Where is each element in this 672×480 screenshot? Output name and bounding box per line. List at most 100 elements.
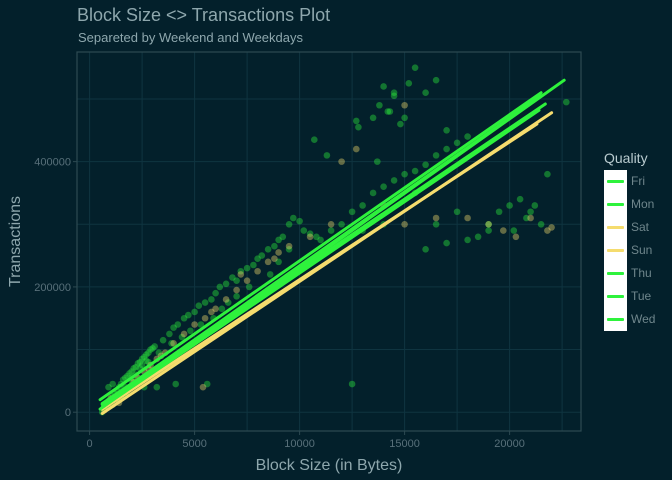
data-point-weekday	[380, 83, 387, 90]
data-point-weekday	[250, 261, 257, 269]
data-point-weekend	[180, 330, 188, 338]
data-point-weekday	[243, 264, 251, 272]
data-point-weekday	[290, 214, 297, 222]
data-point-weekday	[201, 299, 209, 306]
data-point-weekday	[218, 305, 226, 313]
data-point-weekday	[203, 380, 211, 388]
data-point-weekday	[124, 372, 131, 380]
data-point-weekday	[285, 220, 293, 228]
data-point-weekend	[548, 224, 555, 231]
x-tick-label: 10000	[284, 438, 315, 450]
x-tick-label: 20000	[494, 438, 525, 450]
legend-item-wed: Wed	[604, 308, 664, 331]
data-point-weekday	[376, 101, 383, 109]
data-point-weekday	[485, 227, 492, 234]
data-point-weekday	[166, 330, 173, 338]
data-point-weekday	[130, 365, 137, 372]
data-point-weekday	[170, 324, 177, 331]
data-point-weekend	[233, 286, 240, 294]
data-point-weekend	[212, 305, 219, 313]
data-point-weekday	[138, 355, 146, 363]
data-point-weekend	[327, 220, 335, 228]
data-point-weekday	[149, 345, 156, 352]
y-axis-label: Transactions	[7, 196, 24, 287]
legend-label: Mon	[631, 197, 655, 211]
data-point-weekday	[229, 274, 236, 281]
data-point-weekday	[279, 233, 287, 241]
data-point-weekday	[224, 299, 232, 306]
data-point-weekday	[531, 202, 539, 209]
data-point-weekday	[443, 145, 450, 153]
data-point-weekday	[453, 208, 461, 216]
data-point-weekday	[195, 302, 203, 310]
data-point-weekday	[151, 343, 158, 350]
data-point-weekday	[432, 152, 440, 159]
data-point-weekday	[397, 120, 404, 128]
legend-item-fri: Fri	[604, 170, 664, 193]
data-point-weekday	[109, 380, 116, 388]
data-point-weekday	[254, 255, 261, 263]
data-point-weekday	[266, 271, 274, 278]
data-point-weekday	[105, 383, 112, 391]
legend-title: Quality	[604, 150, 648, 166]
legend-key-line	[607, 249, 624, 252]
data-point-weekend	[306, 233, 314, 241]
data-point-weekday	[147, 346, 154, 353]
legend-key-line	[607, 272, 624, 275]
fit-line-mon	[100, 102, 547, 405]
data-point-weekday	[180, 314, 188, 322]
x-tick-label: 0	[87, 438, 93, 450]
data-point-weekday	[216, 283, 224, 291]
data-point-weekend	[191, 321, 198, 328]
data-point-weekday	[432, 220, 440, 228]
data-point-weekend	[512, 233, 520, 241]
data-point-weekday	[132, 363, 140, 371]
data-point-weekday	[390, 92, 398, 100]
data-point-weekend	[264, 258, 272, 266]
data-point-weekday	[338, 220, 345, 228]
data-point-weekday	[233, 277, 240, 284]
data-point-weekend	[527, 214, 534, 222]
data-point-weekday	[485, 220, 492, 228]
data-point-weekday	[245, 283, 253, 291]
data-point-weekend	[201, 314, 209, 322]
fit-lines-layer	[98, 78, 566, 415]
legend-label: Sat	[631, 220, 650, 234]
data-point-weekday	[311, 136, 318, 144]
data-point-weekend	[237, 271, 245, 278]
data-point-weekday	[348, 380, 356, 388]
data-point-weekday	[495, 208, 503, 216]
legend-item-mon: Mon	[604, 193, 664, 216]
data-point-weekday	[411, 64, 419, 71]
data-point-weekend	[199, 383, 207, 391]
data-point-weekday	[537, 220, 545, 228]
data-point-weekend	[285, 242, 293, 250]
data-point-weekday	[140, 353, 148, 361]
data-point-weekday	[143, 351, 150, 358]
data-point-weekday	[275, 236, 282, 244]
data-point-weekday	[155, 349, 163, 356]
data-point-weekday	[233, 293, 240, 300]
data-point-weekday	[443, 127, 450, 134]
data-point-weekday	[510, 227, 518, 234]
y-tick-label: 400000	[34, 157, 71, 169]
data-point-weekday	[143, 357, 150, 365]
data-point-weekday	[390, 89, 398, 97]
data-point-weekday	[422, 89, 429, 97]
data-point-weekday	[386, 108, 394, 115]
y-tick-label: 0	[65, 407, 71, 419]
data-point-weekday	[187, 327, 194, 335]
data-point-weekday	[126, 370, 133, 377]
chart-title: Block Size <> Transactions Plot	[77, 5, 331, 25]
data-point-weekday	[306, 230, 314, 237]
panel-border	[76, 51, 582, 432]
chart-subtitle: Separeted by Weekend and Weekdays	[78, 30, 303, 45]
legend-label: Fri	[631, 174, 645, 188]
legend-item-tue: Tue	[604, 285, 664, 308]
data-point-weekday	[174, 321, 182, 328]
x-axis-label: Block Size (in Bytes)	[256, 457, 403, 474]
data-point-weekday	[369, 114, 377, 122]
data-point-weekday	[405, 80, 413, 87]
data-point-weekday	[296, 217, 303, 225]
